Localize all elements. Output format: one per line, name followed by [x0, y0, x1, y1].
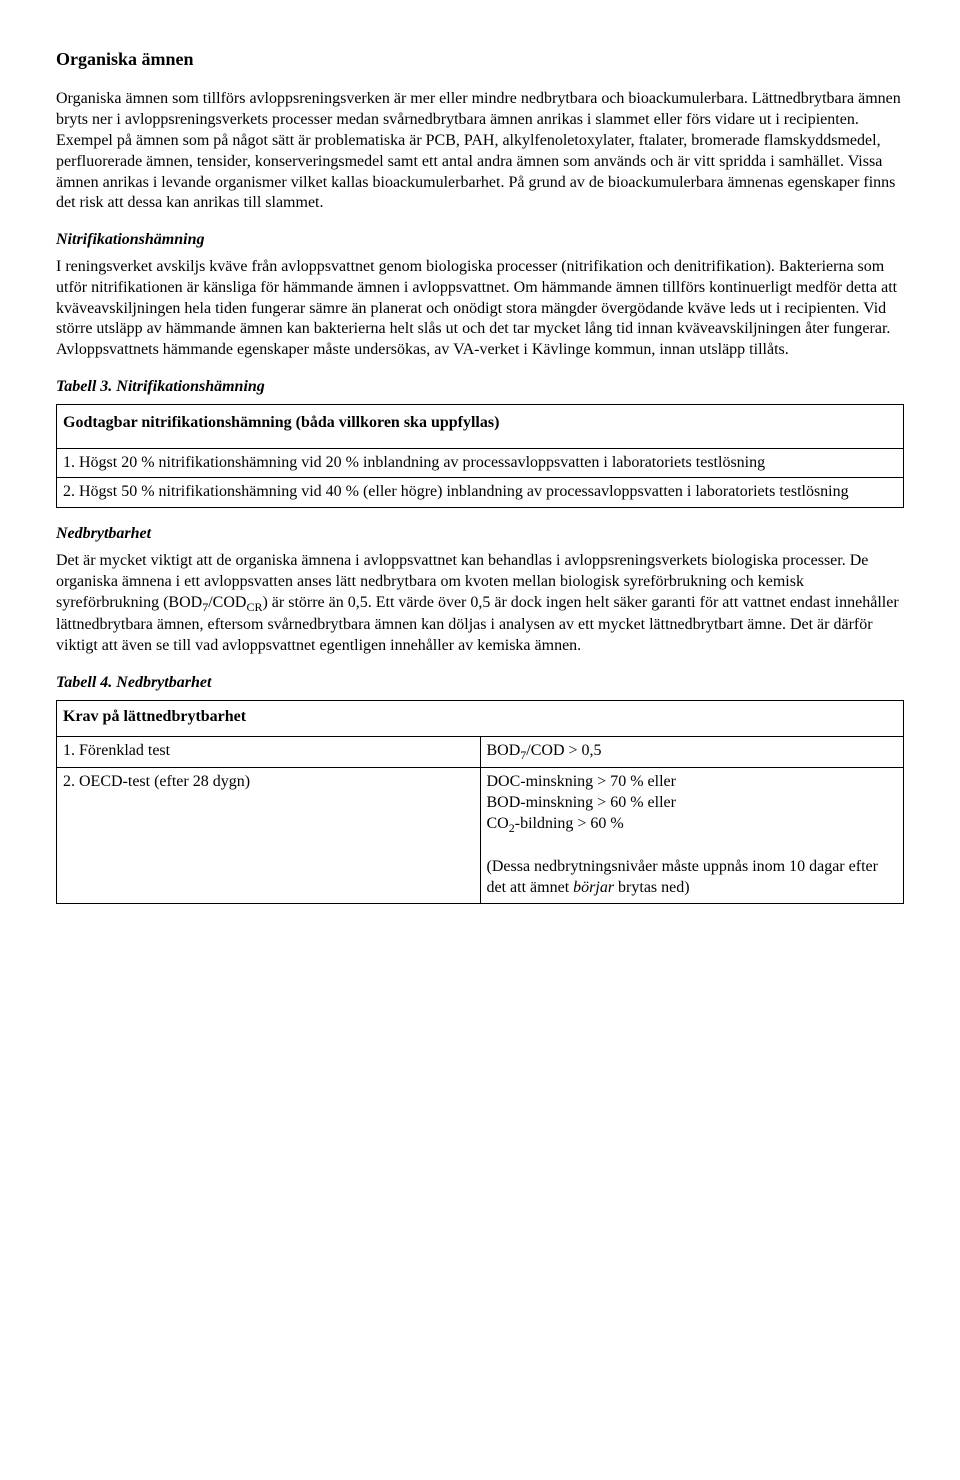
section-heading-organiska: Organiska ämnen: [56, 48, 904, 71]
paragraph-nedbrytbarhet: Det är mycket viktigt att de organiska ä…: [56, 551, 904, 657]
table3-row1: 1. Högst 20 % nitrifikationshämning vid …: [57, 448, 904, 478]
table-nitrifikation: Godtagbar nitrifikationshämning (båda vi…: [56, 404, 904, 508]
table4-header: Krav på lättnedbrytbarhet: [57, 700, 904, 736]
table4-caption: Tabell 4. Nedbrytbarhet: [56, 673, 904, 694]
table4-row1-left: 1. Förenklad test: [57, 736, 481, 768]
paragraph-nitrifikation: I reningsverket avskiljs kväve från avlo…: [56, 257, 904, 361]
table3-caption: Tabell 3. Nitrifikationshämning: [56, 377, 904, 398]
table-nedbrytbarhet: Krav på lättnedbrytbarhet 1. Förenklad t…: [56, 700, 904, 904]
table3-header: Godtagbar nitrifikationshämning (båda vi…: [57, 404, 904, 448]
table4-row1-right: BOD7/COD > 0,5: [480, 736, 904, 768]
table4-row2-right: DOC-minskning > 70 % ellerBOD-minskning …: [480, 768, 904, 904]
subheading-nitrifikation: Nitrifikationshämning: [56, 230, 904, 251]
table3-row2: 2. Högst 50 % nitrifikationshämning vid …: [57, 478, 904, 508]
table4-row2-left: 2. OECD-test (efter 28 dygn): [57, 768, 481, 904]
paragraph-organiska: Organiska ämnen som tillförs avloppsreni…: [56, 89, 904, 214]
subheading-nedbrytbarhet: Nedbrytbarhet: [56, 524, 904, 545]
